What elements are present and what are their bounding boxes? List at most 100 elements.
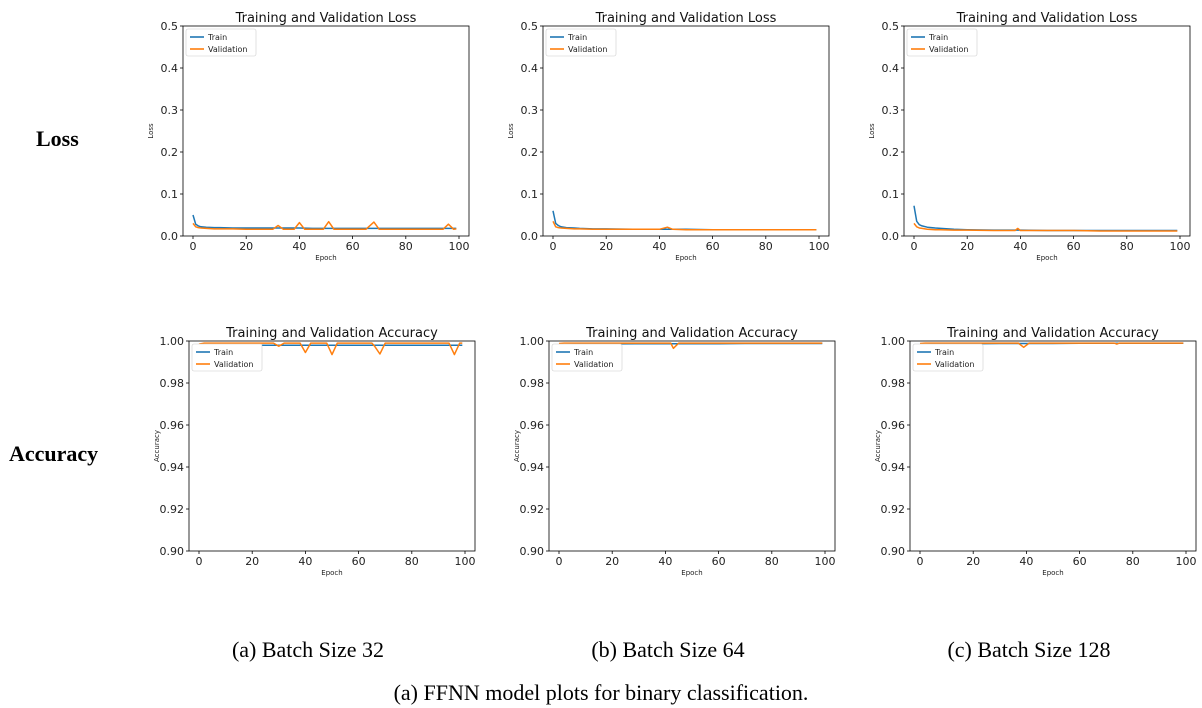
plot-frame [182,25,470,237]
x-tick-label: 100 [815,555,836,568]
caption-batch-32: (a) Batch Size 32 [231,637,385,662]
y-tick-label: 0.5 [521,20,539,33]
y-tick-label: 0.0 [521,230,539,243]
x-tick-label: 20 [966,555,980,568]
y-axis-label: Loss [507,123,515,139]
legend: Train Validation [185,28,257,57]
y-axis-label: Accuracy [513,430,521,462]
x-tick-label: 20 [599,240,613,253]
y-tick-label: 0.2 [161,146,179,159]
y-tick-label: 0.90 [520,545,545,558]
series-line-validation [558,342,823,350]
y-tick-label: 0.4 [882,62,900,75]
y-tick-label: 0.96 [160,419,185,432]
chart-title: Training and Validation Loss [956,11,1138,26]
x-tick-label: 60 [352,555,366,568]
x-tick-label: 20 [960,240,974,253]
y-tick-label: 0.1 [161,188,179,201]
y-tick-label: 0.98 [160,377,185,390]
legend: Train Validation [906,28,978,57]
legend: Train Validation [551,343,623,372]
legend: Train Validation [545,28,617,57]
y-tick-label: 0.98 [881,377,906,390]
series-line-validation [192,220,457,231]
x-tick-label: 60 [346,240,360,253]
chart-accuracy-batch-128: Training and Validation Accuracy 0.90 0.92… [874,326,1197,577]
x-axis-label: Epoch [1042,569,1063,577]
x-tick-label: 40 [1019,555,1033,568]
chart-accuracy-batch-32: Training and Validation Accuracy 0.90 0.92… [153,326,476,577]
legend: Train Validation [191,343,263,372]
y-tick-label: 0.3 [521,104,539,117]
y-tick-label: 0.5 [882,20,900,33]
series-line-validation [913,222,1178,232]
legend-label-validation: Validation [214,360,254,369]
y-tick-label: 0.96 [520,419,545,432]
chart-accuracy-batch-64: Training and Validation Accuracy 0.90 0.92… [513,326,836,577]
x-tick-label: 100 [1176,555,1197,568]
series-line-train [552,210,817,231]
x-tick-label: 20 [605,555,619,568]
series-line-validation [198,342,463,356]
legend-label-validation: Validation [208,45,248,54]
y-tick-label: 0.0 [882,230,900,243]
x-tick-label: 0 [556,555,563,568]
legend: Train Validation [912,343,984,372]
legend-label-validation: Validation [568,45,608,54]
y-axis-label: Loss [868,123,876,139]
y-tick-label: 0.3 [882,104,900,117]
x-tick-label: 0 [550,240,557,253]
y-tick-label: 1.00 [520,335,545,348]
y-tick-label: 0.1 [521,188,539,201]
y-axis-label: Loss [147,123,155,139]
y-tick-label: 0.96 [881,419,906,432]
y-tick-label: 1.00 [160,335,185,348]
y-tick-label: 0.92 [160,503,185,516]
x-tick-label: 80 [1126,555,1140,568]
y-axis-label: Accuracy [874,430,882,462]
y-tick-label: 0.94 [160,461,185,474]
row-label-accuracy: Accuracy [9,441,99,466]
legend-label-train: Train [567,33,587,42]
y-tick-label: 0.90 [881,545,906,558]
row-label-loss: Loss [36,126,79,151]
series-line-validation [552,220,817,231]
x-tick-label: 60 [712,555,726,568]
y-tick-label: 0.1 [882,188,900,201]
y-tick-label: 0.94 [520,461,545,474]
y-tick-label: 0.92 [881,503,906,516]
x-tick-label: 60 [1073,555,1087,568]
legend-label-validation: Validation [574,360,614,369]
y-tick-label: 0.90 [160,545,185,558]
plot-frame [542,25,830,237]
series-line-train [192,214,457,230]
y-tick-label: 1.00 [881,335,906,348]
x-tick-label: 20 [239,240,253,253]
plot-frame [903,25,1191,237]
series-line-validation [919,342,1184,349]
x-tick-label: 40 [1013,240,1027,253]
x-tick-label: 80 [399,240,413,253]
x-axis-label: Epoch [675,254,696,262]
y-tick-label: 0.92 [520,503,545,516]
chart-loss-batch-32: Training and Validation Loss 0.0 0.1 0.2 0.3… [147,11,470,262]
y-tick-label: 0.2 [521,146,539,159]
legend-label-validation: Validation [935,360,975,369]
y-tick-label: 0.94 [881,461,906,474]
x-tick-label: 100 [449,240,470,253]
plot-frame [909,340,1197,552]
plot-frame [548,340,836,552]
plot-frame [188,340,476,552]
x-tick-label: 80 [765,555,779,568]
x-tick-label: 0 [190,240,197,253]
x-tick-label: 0 [911,240,918,253]
y-axis-label: Accuracy [153,430,161,462]
x-tick-label: 60 [706,240,720,253]
x-tick-label: 80 [405,555,419,568]
chart-title: Training and Validation Accuracy [225,326,438,341]
legend-label-train: Train [934,348,954,357]
chart-loss-batch-64: Training and Validation Loss 0.0 0.1 0.2 0.3… [507,11,830,262]
x-axis-label: Epoch [321,569,342,577]
y-tick-label: 0.3 [161,104,179,117]
legend-label-train: Train [213,348,233,357]
